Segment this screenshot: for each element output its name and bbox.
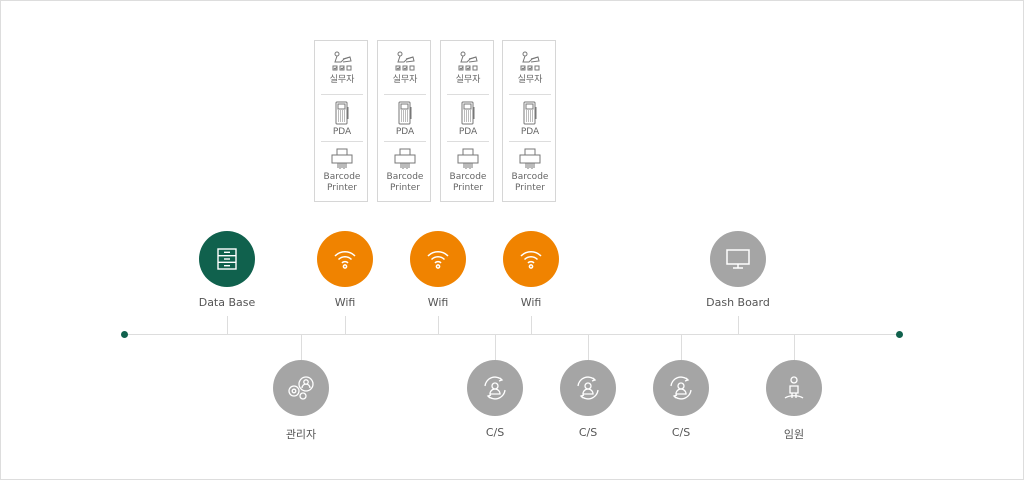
connector-tick [495,334,496,360]
divider [384,94,426,95]
device-group-box: 실무자 PDA Barcode Printer [440,40,494,202]
pda-icon [335,101,349,125]
admin-gear-icon [288,376,314,400]
device-group-box: 실무자 PDA Barcode Printer [377,40,431,202]
node-label: C/S [671,426,691,439]
executive-icon [784,376,804,399]
cs-user-cycle-icon [484,376,506,400]
connector-tick [301,334,302,360]
node-label: Dash Board [706,296,770,309]
top-node-wifi [410,231,466,287]
worker-checklist-icon [458,51,478,71]
printer-label-line2: Printer [327,183,357,193]
worker-label: 실무자 [392,75,418,85]
connector-tick [227,316,228,334]
worker-label: 실무자 [517,75,543,85]
node-label: Wifi [520,296,542,309]
pda-label: PDA [332,127,352,137]
top-node-server [199,231,255,287]
node-label: 관리자 [285,428,317,441]
worker-checklist-icon [395,51,415,71]
barcode-printer-icon [394,148,416,169]
timeline [124,334,900,335]
pda-item: PDA [384,101,426,138]
divider [384,141,426,142]
connector-tick [438,316,439,334]
barcode-printer-icon [331,148,353,169]
timeline-end-dot [896,331,903,338]
worker-label: 실무자 [455,75,481,85]
pda-item: PDA [509,101,551,138]
bottom-node-executive [766,360,822,416]
pda-label: PDA [395,127,415,137]
top-node-monitor [710,231,766,287]
divider [509,141,551,142]
node-label: Data Base [198,296,256,309]
divider [447,94,489,95]
printer-item: Barcode Printer [447,148,489,194]
printer-label-line1: Barcode [323,172,361,182]
worker-item: 실무자 [384,51,426,86]
device-group-box: 실무자 PDA Barcode Printer [314,40,368,202]
connector-tick [531,316,532,334]
barcode-printer-icon [457,148,479,169]
printer-label-line2: Printer [453,183,483,193]
printer-label-line1: Barcode [386,172,424,182]
connector-tick [738,316,739,334]
printer-label-line2: Printer [390,183,420,193]
bottom-node-cs-user-cycle [560,360,616,416]
printer-label-line2: Printer [515,183,545,193]
connector-tick [681,334,682,360]
server-icon [217,248,237,270]
bottom-node-cs-user-cycle [467,360,523,416]
worker-checklist-icon [520,51,540,71]
node-label: C/S [578,426,598,439]
pda-icon [461,101,475,125]
worker-label: 실무자 [329,75,355,85]
printer-label-line1: Barcode [511,172,549,182]
node-label: C/S [485,426,505,439]
divider [509,94,551,95]
cs-user-cycle-icon [577,376,599,400]
top-node-wifi [503,231,559,287]
pda-item: PDA [321,101,363,138]
pda-icon [523,101,537,125]
monitor-icon [726,249,750,269]
device-group-box: 실무자 PDA Barcode Printer [502,40,556,202]
worker-checklist-icon [332,51,352,71]
printer-item: Barcode Printer [509,148,551,194]
divider [321,94,363,95]
node-label: 임원 [783,428,805,441]
barcode-printer-icon [519,148,541,169]
timeline-start-dot [121,331,128,338]
cs-user-cycle-icon [670,376,692,400]
printer-item: Barcode Printer [384,148,426,194]
connector-tick [588,334,589,360]
worker-item: 실무자 [509,51,551,86]
worker-item: 실무자 [321,51,363,86]
connector-tick [345,316,346,334]
node-label: Wifi [427,296,449,309]
printer-item: Barcode Printer [321,148,363,194]
pda-icon [398,101,412,125]
printer-label-line1: Barcode [449,172,487,182]
connector-tick [794,334,795,360]
worker-item: 실무자 [447,51,489,86]
wifi-icon [334,251,356,269]
pda-item: PDA [447,101,489,138]
wifi-icon [427,251,449,269]
bottom-node-admin-gear [273,360,329,416]
wifi-icon [520,251,542,269]
pda-label: PDA [458,127,478,137]
node-label: Wifi [334,296,356,309]
pda-label: PDA [520,127,540,137]
top-node-wifi [317,231,373,287]
bottom-node-cs-user-cycle [653,360,709,416]
divider [447,141,489,142]
divider [321,141,363,142]
